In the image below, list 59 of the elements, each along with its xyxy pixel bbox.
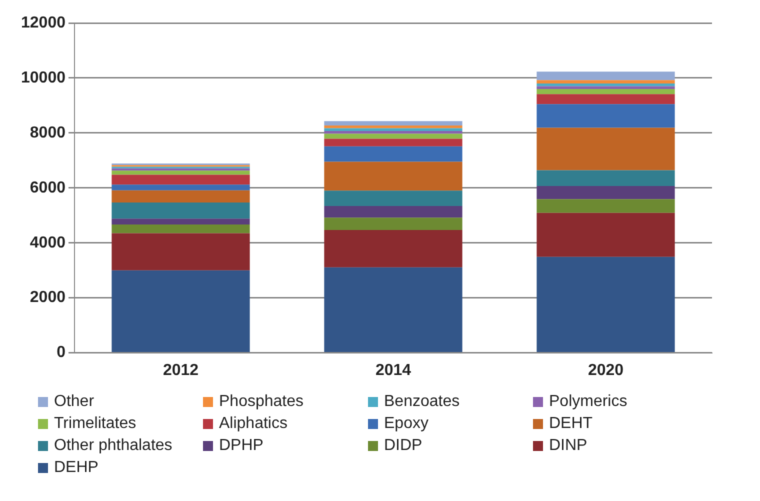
y-tick-label: 4000 bbox=[30, 234, 66, 252]
legend-label: Other phthalates bbox=[54, 437, 172, 455]
bar bbox=[112, 168, 250, 171]
bar bbox=[324, 190, 462, 206]
legend-label: Polymerics bbox=[549, 393, 628, 411]
legend-label: DPHP bbox=[219, 437, 264, 455]
bar bbox=[536, 80, 675, 84]
y-tick-label: 2000 bbox=[30, 289, 66, 306]
legend-label: Epoxy bbox=[384, 415, 428, 433]
bar bbox=[536, 186, 675, 200]
bar bbox=[324, 218, 462, 230]
x-tick-label: 2014 bbox=[375, 362, 412, 379]
bar bbox=[324, 126, 462, 128]
bar bbox=[536, 104, 675, 128]
y-tick-label: 10000 bbox=[20, 69, 66, 86]
bar bbox=[536, 256, 675, 352]
bar bbox=[536, 88, 675, 94]
legend-label: Other bbox=[54, 393, 94, 411]
x-tick-label: 2020 bbox=[588, 362, 624, 379]
bar bbox=[112, 218, 250, 224]
y-tick-label: 6000 bbox=[30, 179, 66, 196]
legend-label: DEHP bbox=[54, 459, 98, 477]
y-tick-label: 8000 bbox=[30, 124, 66, 142]
bar bbox=[324, 128, 462, 132]
legend-label: Trimelitates bbox=[54, 415, 136, 433]
bar bbox=[324, 230, 462, 268]
legend-label: Aliphatics bbox=[219, 415, 288, 433]
bar bbox=[536, 212, 675, 257]
bar bbox=[112, 224, 250, 234]
y-tick-label: 0 bbox=[56, 344, 66, 362]
bar bbox=[324, 138, 462, 146]
bar bbox=[324, 134, 462, 139]
y-tick-label: 12000 bbox=[20, 14, 66, 32]
bar bbox=[112, 202, 250, 219]
bar bbox=[536, 72, 675, 80]
bar bbox=[536, 170, 675, 186]
bar bbox=[324, 267, 462, 352]
bar bbox=[112, 184, 250, 190]
bar bbox=[536, 128, 675, 170]
bar bbox=[536, 86, 675, 89]
x-tick-label: 2012 bbox=[162, 362, 199, 379]
legend-label: Phosphates bbox=[219, 393, 304, 411]
bar bbox=[536, 94, 675, 104]
bar bbox=[112, 270, 250, 352]
bar bbox=[324, 121, 462, 126]
legend-label: DINP bbox=[549, 437, 588, 455]
bar bbox=[324, 206, 462, 218]
legend-label: DEHT bbox=[549, 415, 593, 433]
bar bbox=[324, 131, 462, 134]
legend-label: DIDP bbox=[384, 437, 422, 455]
bar bbox=[536, 83, 675, 86]
legend-label: Benzoates bbox=[384, 393, 460, 411]
bar bbox=[324, 162, 462, 191]
bar bbox=[112, 174, 250, 185]
bar bbox=[324, 146, 462, 162]
bar bbox=[112, 170, 250, 175]
bar bbox=[112, 233, 250, 270]
bar bbox=[112, 190, 250, 202]
bar bbox=[536, 199, 675, 213]
